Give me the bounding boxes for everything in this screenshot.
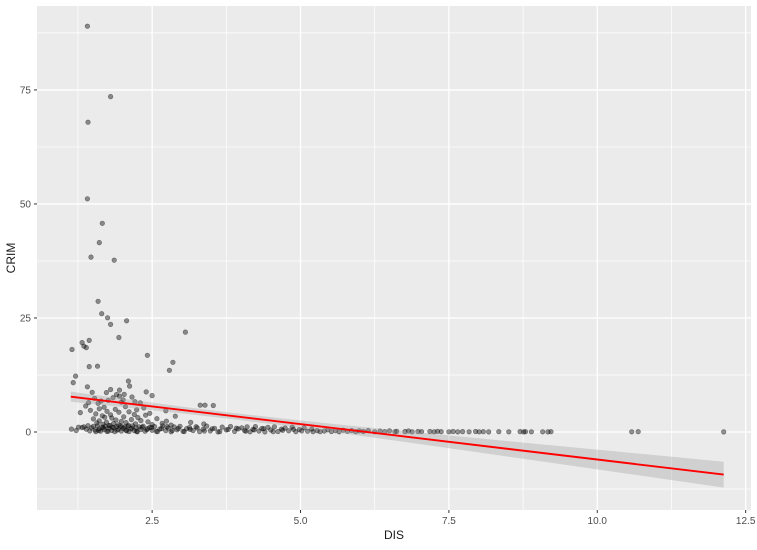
y-axis-title: CRIM bbox=[4, 242, 18, 274]
x-tick-label: 5.0 bbox=[294, 516, 308, 527]
y-tick-label: 25 bbox=[20, 313, 32, 324]
axis-tick-labels: 2.5 5.0 7.5 10.0 12.5 0 25 50 75 bbox=[20, 85, 756, 527]
x-tick-label: 12.5 bbox=[736, 516, 756, 527]
x-tick-label: 2.5 bbox=[145, 516, 159, 527]
y-tick-label: 50 bbox=[20, 199, 32, 210]
gridlines-major bbox=[37, 6, 751, 510]
x-tick-label: 10.0 bbox=[588, 516, 608, 527]
x-tick-label: 7.5 bbox=[442, 516, 456, 527]
y-tick-label: 75 bbox=[20, 85, 32, 96]
y-tick-label: 0 bbox=[25, 427, 31, 438]
scatter-points bbox=[68, 23, 727, 435]
regression-line bbox=[70, 395, 724, 476]
x-axis-title: DIS bbox=[383, 528, 405, 542]
axis-ticks bbox=[34, 89, 747, 513]
